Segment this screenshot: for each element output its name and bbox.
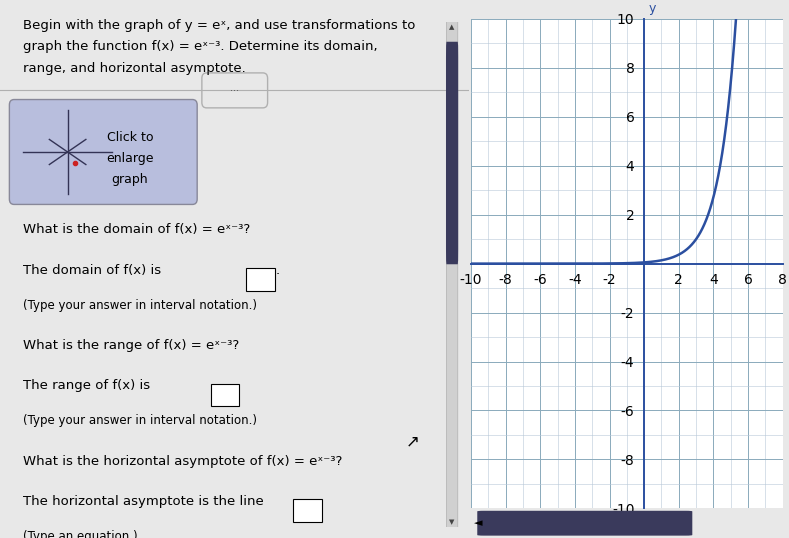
Text: Begin with the graph of y = eˣ, and use transformations to: Begin with the graph of y = eˣ, and use … [24,19,416,32]
Text: range, and horizontal asymptote.: range, and horizontal asymptote. [24,62,246,75]
Text: What is the domain of f(x) = eˣ⁻³?: What is the domain of f(x) = eˣ⁻³? [24,223,251,236]
Text: Click to: Click to [107,131,153,144]
Text: (Type an equation.): (Type an equation.) [24,530,138,538]
Text: ...: ... [230,83,239,93]
Bar [246,268,275,291]
FancyBboxPatch shape [9,100,197,204]
Bar [294,499,322,522]
Text: The range of f(x) is: The range of f(x) is [24,379,151,392]
Text: .: . [276,264,280,277]
Text: What is the range of f(x) = eˣ⁻³?: What is the range of f(x) = eˣ⁻³? [24,339,240,352]
Text: ▲: ▲ [450,24,454,30]
Text: enlarge: enlarge [107,152,154,165]
Text: (Type your answer in interval notation.): (Type your answer in interval notation.) [24,299,257,312]
Text: ▼: ▼ [450,519,454,525]
Text: ↗: ↗ [406,432,420,450]
Text: y: y [649,2,656,15]
FancyBboxPatch shape [477,511,692,536]
Text: ▲: ▲ [446,102,455,115]
Text: graph the function f(x) = eˣ⁻³. Determine its domain,: graph the function f(x) = eˣ⁻³. Determin… [24,40,378,53]
Text: (Type your answer in interval notation.): (Type your answer in interval notation.) [24,414,257,427]
Text: ◄: ◄ [474,518,483,528]
FancyBboxPatch shape [446,42,458,264]
FancyBboxPatch shape [202,73,267,108]
FancyBboxPatch shape [447,1,458,538]
Text: graph: graph [112,173,148,186]
Text: The domain of f(x) is: The domain of f(x) is [24,264,162,277]
Text: What is the horizontal asymptote of f(x) = eˣ⁻³?: What is the horizontal asymptote of f(x)… [24,455,343,468]
Text: The horizontal asymptote is the line: The horizontal asymptote is the line [24,495,264,508]
Bar [211,384,239,406]
